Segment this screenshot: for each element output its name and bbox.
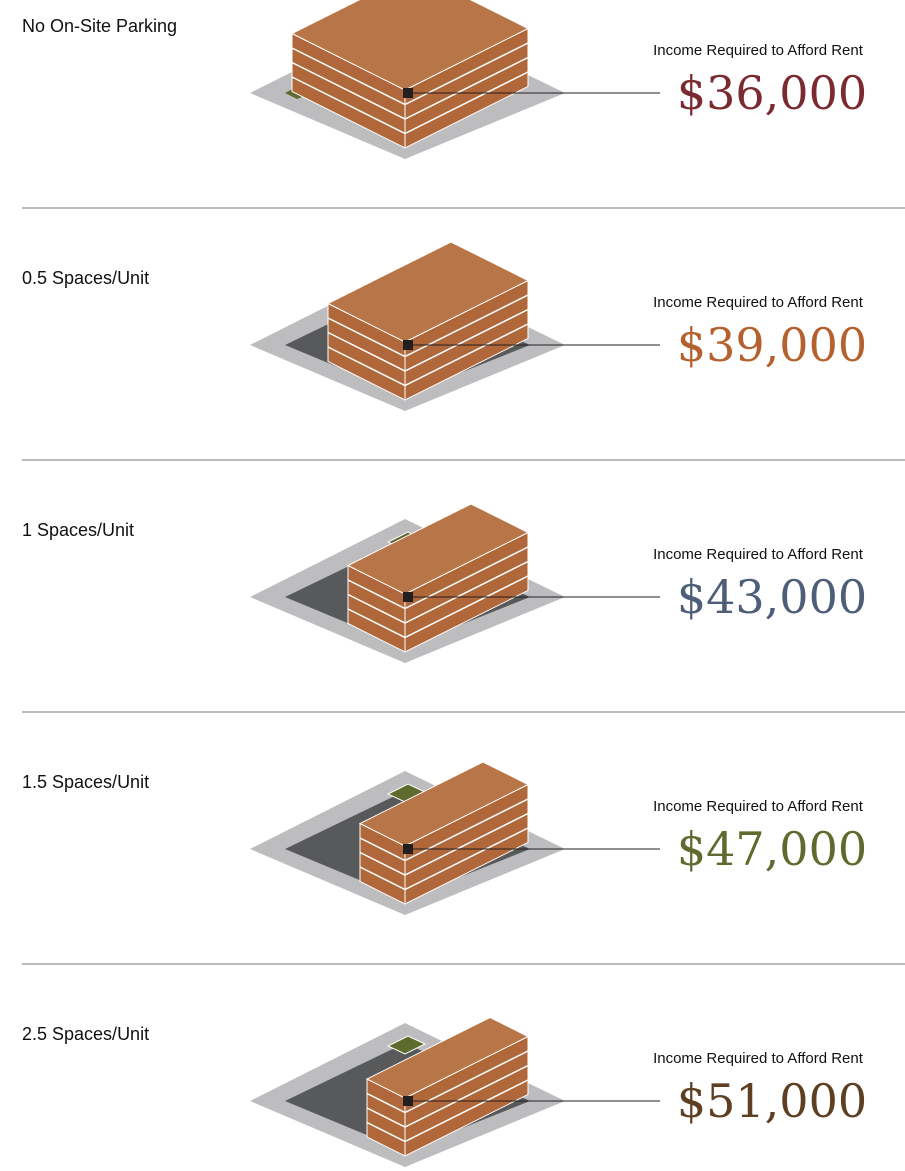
floor-line — [291, 56, 529, 120]
floor-line — [347, 560, 529, 624]
building-roof — [365, 1016, 530, 1099]
amount: $36,000 — [677, 66, 867, 120]
floor-line — [327, 294, 529, 358]
marker — [403, 1096, 413, 1106]
row-label: 0.5 Spaces/Unit — [22, 268, 149, 288]
building-roof — [346, 503, 530, 595]
floor-line — [291, 42, 529, 106]
building-roof — [358, 761, 530, 847]
row-label: 1 Spaces/Unit — [22, 520, 134, 540]
floor-line — [327, 308, 529, 372]
caption: Income Required to Afford Rent — [653, 798, 864, 815]
amount: $47,000 — [677, 822, 867, 876]
row-label: 1.5 Spaces/Unit — [22, 772, 149, 792]
floor-line — [366, 1064, 529, 1128]
building-roof — [290, 0, 530, 91]
amount: $43,000 — [677, 570, 867, 624]
marker — [403, 88, 413, 98]
green-space — [386, 1035, 427, 1055]
caption: Income Required to Afford Rent — [653, 42, 864, 59]
caption: Income Required to Afford Rent — [653, 294, 864, 311]
floor-line — [347, 546, 529, 610]
marker — [403, 340, 413, 350]
floor-line — [366, 1050, 529, 1114]
caption: Income Required to Afford Rent — [653, 1050, 864, 1067]
building-roof — [326, 241, 530, 343]
floor-line — [359, 812, 529, 876]
row-label: No On-Site Parking — [22, 16, 177, 36]
amount: $51,000 — [677, 1074, 867, 1128]
caption: Income Required to Afford Rent — [653, 546, 864, 563]
marker — [403, 844, 413, 854]
floor-line — [359, 798, 529, 862]
marker — [403, 592, 413, 602]
row-label: 2.5 Spaces/Unit — [22, 1024, 149, 1044]
amount: $39,000 — [677, 318, 867, 372]
